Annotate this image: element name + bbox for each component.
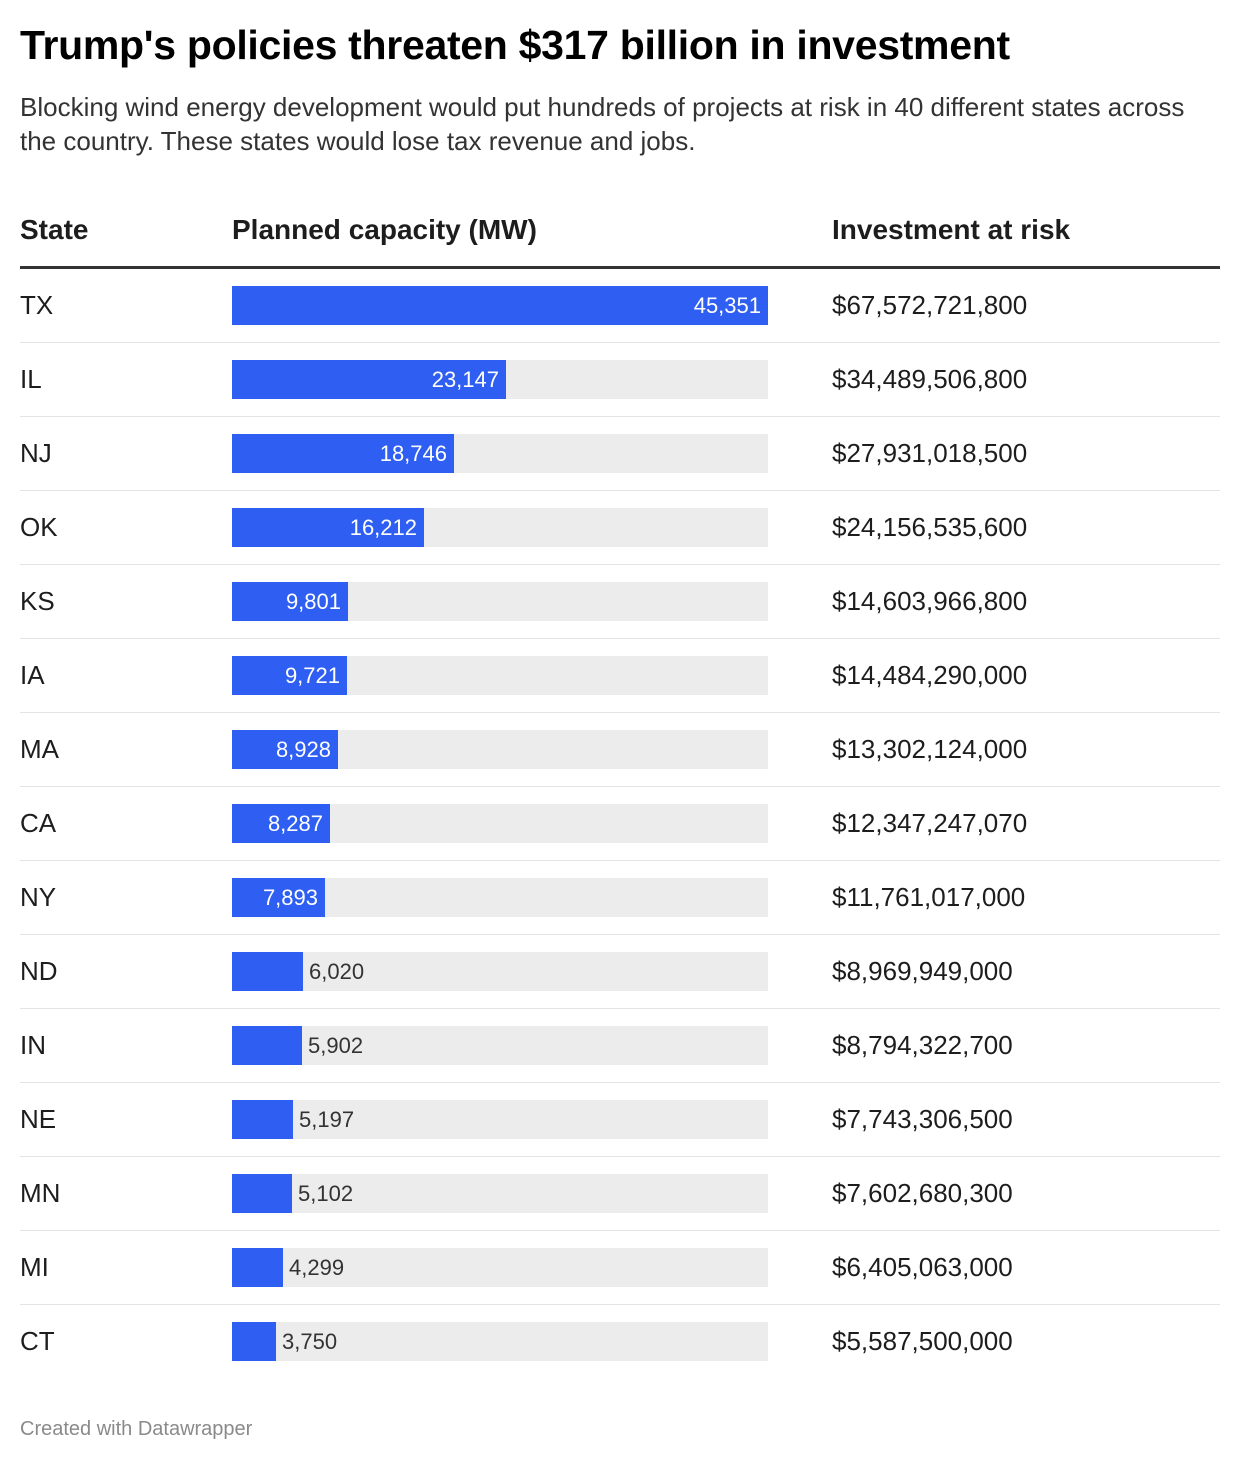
capacity-bar-track: 9,721 bbox=[232, 656, 768, 695]
column-header-capacity[interactable]: Planned capacity (MW) bbox=[232, 214, 537, 245]
state-cell: MA bbox=[20, 734, 59, 764]
state-cell: IA bbox=[20, 660, 45, 690]
table-row: MA 8,928 $13,302,124,000 bbox=[20, 713, 1220, 787]
capacity-value-label: 8,928 bbox=[275, 737, 331, 762]
state-cell: KS bbox=[20, 586, 55, 616]
table-row: CT 3,750 $5,587,500,000 bbox=[20, 1305, 1220, 1378]
investment-cell: $67,572,721,800 bbox=[832, 290, 1028, 320]
investment-cell: $5,587,500,000 bbox=[832, 1326, 1013, 1356]
capacity-bar bbox=[232, 286, 768, 325]
capacity-bar-track: 3,750 bbox=[232, 1322, 768, 1361]
capacity-value-label: 16,212 bbox=[349, 515, 417, 540]
attribution-footer[interactable]: Created with Datawrapper bbox=[20, 1418, 253, 1440]
capacity-bar-track: 18,746 bbox=[232, 434, 768, 473]
state-cell: TX bbox=[20, 290, 54, 320]
capacity-bar bbox=[232, 1100, 293, 1139]
table-row: NJ 18,746 $27,931,018,500 bbox=[20, 417, 1220, 491]
capacity-bar-track: 7,893 bbox=[232, 878, 768, 917]
state-cell: MN bbox=[20, 1178, 61, 1208]
state-cell: IL bbox=[20, 364, 42, 394]
investment-cell: $13,302,124,000 bbox=[832, 734, 1028, 764]
capacity-bar bbox=[232, 508, 424, 547]
capacity-bar bbox=[232, 360, 506, 399]
investment-cell: $12,347,247,070 bbox=[832, 808, 1028, 838]
investment-cell: $11,761,017,000 bbox=[832, 882, 1026, 912]
capacity-value-label: 4,299 bbox=[289, 1255, 345, 1280]
capacity-bar-track: 8,287 bbox=[232, 804, 768, 843]
investment-cell: $14,603,966,800 bbox=[832, 586, 1028, 616]
state-cell: CA bbox=[20, 808, 57, 838]
capacity-bar bbox=[232, 1322, 276, 1361]
state-cell: MI bbox=[20, 1252, 49, 1282]
investment-cell: $8,969,949,000 bbox=[832, 956, 1013, 986]
state-cell: OK bbox=[20, 512, 58, 542]
table-row: IA 9,721 $14,484,290,000 bbox=[20, 639, 1220, 713]
capacity-bar bbox=[232, 952, 303, 991]
state-cell: CT bbox=[20, 1326, 55, 1356]
capacity-bar-track: 23,147 bbox=[232, 360, 768, 399]
state-cell: NY bbox=[20, 882, 57, 912]
capacity-value-label: 3,750 bbox=[282, 1329, 338, 1354]
capacity-bar-track: 9,801 bbox=[232, 582, 768, 621]
capacity-value-label: 9,721 bbox=[284, 663, 340, 688]
capacity-bar bbox=[232, 730, 338, 769]
table-row: NE 5,197 $7,743,306,500 bbox=[20, 1083, 1220, 1157]
capacity-bar bbox=[232, 582, 348, 621]
capacity-bar-track: 4,299 bbox=[232, 1248, 768, 1287]
capacity-bar bbox=[232, 1248, 283, 1287]
investment-cell: $14,484,290,000 bbox=[832, 660, 1028, 690]
table-row: MI 4,299 $6,405,063,000 bbox=[20, 1231, 1220, 1305]
table-row: ND 6,020 $8,969,949,000 bbox=[20, 935, 1220, 1009]
investment-cell: $27,931,018,500 bbox=[832, 438, 1028, 468]
state-cell: IN bbox=[20, 1030, 46, 1060]
table-row: NY 7,893 $11,761,017,000 bbox=[20, 861, 1220, 935]
investment-cell: $34,489,506,800 bbox=[832, 364, 1028, 394]
capacity-bar bbox=[232, 878, 325, 917]
chart-title: Trump's policies threaten $317 billion i… bbox=[20, 22, 1010, 68]
capacity-bar bbox=[232, 804, 330, 843]
capacity-value-label: 9,801 bbox=[285, 589, 341, 614]
table-row: MN 5,102 $7,602,680,300 bbox=[20, 1157, 1220, 1231]
investment-cell: $7,743,306,500 bbox=[832, 1104, 1013, 1134]
table-row: OK 16,212 $24,156,535,600 bbox=[20, 491, 1220, 565]
capacity-value-label: 5,197 bbox=[299, 1107, 355, 1132]
table-row: IL 23,147 $34,489,506,800 bbox=[20, 343, 1220, 417]
capacity-bar-track: 5,197 bbox=[232, 1100, 768, 1139]
capacity-value-label: 18,746 bbox=[379, 441, 447, 466]
investment-cell: $8,794,322,700 bbox=[832, 1030, 1013, 1060]
capacity-bar bbox=[232, 656, 347, 695]
state-cell: NE bbox=[20, 1104, 57, 1134]
capacity-value-label: 8,287 bbox=[267, 811, 323, 836]
capacity-value-label: 5,102 bbox=[298, 1181, 354, 1206]
capacity-value-label: 7,893 bbox=[262, 885, 318, 910]
capacity-bar bbox=[232, 434, 454, 473]
capacity-value-label: 45,351 bbox=[693, 293, 761, 318]
table-body: TX 45,351 $67,572,721,800 IL 23,147 $34,489,5… bbox=[20, 269, 1220, 1378]
chart-subtitle: Blocking wind energy development would p… bbox=[20, 92, 1185, 156]
capacity-value-label: 23,147 bbox=[431, 367, 499, 392]
investment-cell: $24,156,535,600 bbox=[832, 512, 1028, 542]
capacity-bar bbox=[232, 1174, 292, 1213]
state-cell: NJ bbox=[20, 438, 52, 468]
column-header-state[interactable]: State bbox=[20, 214, 89, 245]
capacity-bar-track: 8,928 bbox=[232, 730, 768, 769]
table-row: KS 9,801 $14,603,966,800 bbox=[20, 565, 1220, 639]
capacity-bar-track: 6,020 bbox=[232, 952, 768, 991]
investment-cell: $7,602,680,300 bbox=[832, 1178, 1013, 1208]
column-header-investment[interactable]: Investment at risk bbox=[832, 214, 1071, 245]
table-row: IN 5,902 $8,794,322,700 bbox=[20, 1009, 1220, 1083]
capacity-value-label: 5,902 bbox=[308, 1033, 364, 1058]
capacity-bar bbox=[232, 1026, 302, 1065]
table-header: State Planned capacity (MW) Investment a… bbox=[20, 206, 1220, 269]
table-row: CA 8,287 $12,347,247,070 bbox=[20, 787, 1220, 861]
state-cell: ND bbox=[20, 956, 58, 986]
table-row: TX 45,351 $67,572,721,800 bbox=[20, 269, 1220, 343]
investment-cell: $6,405,063,000 bbox=[832, 1252, 1013, 1282]
capacity-value-label: 6,020 bbox=[309, 959, 365, 984]
capacity-bar-track: 5,102 bbox=[232, 1174, 768, 1213]
capacity-bar-track: 45,351 bbox=[232, 286, 768, 325]
capacity-bar-track: 5,902 bbox=[232, 1026, 768, 1065]
capacity-bar-track: 16,212 bbox=[232, 508, 768, 547]
